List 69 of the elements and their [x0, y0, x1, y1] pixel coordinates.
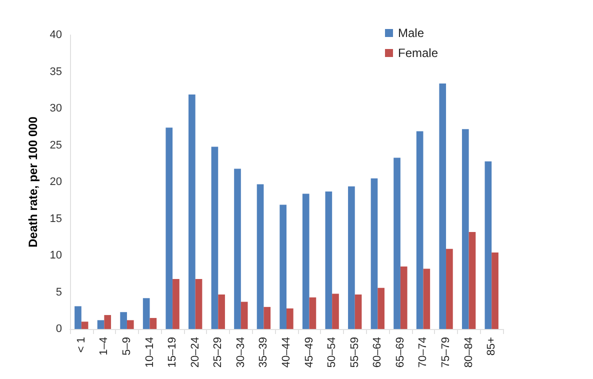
bar: [439, 84, 446, 329]
legend-label: Male: [398, 26, 424, 40]
y-axis-title: Death rate, per 100 000: [26, 116, 40, 248]
x-tick-label: 5–9: [120, 337, 133, 356]
bar: [74, 306, 82, 329]
bar: [218, 294, 225, 329]
bar: [97, 320, 104, 329]
x-tick-label: 50–54: [326, 337, 338, 368]
x-tick-label: 30–34: [234, 337, 247, 368]
bar: [332, 294, 339, 329]
bar: [423, 268, 430, 329]
bar: [81, 322, 88, 329]
bar: [120, 312, 127, 329]
y-tick-label: 0: [56, 323, 62, 335]
bar: [468, 232, 476, 329]
x-tick-label: 1–4: [98, 337, 110, 356]
x-tick-label: 75–79: [440, 337, 452, 368]
bar: [172, 279, 180, 329]
y-tick-label: 25: [50, 139, 62, 152]
bar: [188, 94, 196, 329]
bar: [325, 192, 332, 329]
y-tick-label: 10: [50, 250, 62, 262]
bar: [302, 194, 310, 329]
bar: [264, 306, 271, 329]
x-tick-label: 35–39: [258, 337, 270, 368]
bar: [484, 161, 492, 329]
bar: [195, 279, 202, 329]
bar: [309, 297, 316, 329]
x-tick-label: 25–29: [212, 337, 224, 368]
x-tick-label: 85+: [486, 337, 498, 356]
legend-label: Female: [398, 46, 438, 60]
bar: [354, 294, 362, 329]
x-tick-label: 55–59: [348, 337, 361, 368]
x-tick-label: 10–14: [144, 337, 156, 368]
bar: [240, 302, 248, 329]
x-tick-label: 60–64: [372, 337, 384, 368]
y-tick-label: 35: [50, 66, 62, 78]
x-tick-label: 70–74: [417, 337, 430, 368]
bar: [166, 128, 173, 329]
x-tick-label: 40–44: [280, 337, 292, 368]
bar: [378, 288, 384, 329]
x-tick-label: < 1: [75, 337, 88, 353]
bar: [370, 178, 378, 329]
bar: [394, 158, 400, 329]
y-tick-label: 15: [50, 212, 62, 225]
x-tick-label: 20–24: [189, 337, 202, 368]
bar: [446, 248, 453, 329]
bar: [234, 168, 241, 329]
bar: [286, 308, 294, 329]
bar: [150, 318, 157, 329]
y-tick-label: 20: [50, 176, 62, 188]
y-tick-label: 30: [50, 102, 62, 114]
x-tick-label: 45–49: [303, 337, 316, 368]
bar: [104, 315, 112, 329]
bar: [142, 298, 150, 329]
x-tick-label: 80–84: [462, 337, 475, 368]
bar: [492, 252, 498, 329]
bar: [462, 129, 469, 329]
x-tick-label: 65–69: [394, 337, 406, 368]
y-tick-label: 40: [50, 29, 62, 41]
bar: [280, 204, 286, 329]
bar: [416, 131, 424, 329]
y-tick-label: 5: [56, 286, 62, 298]
bar: [400, 266, 408, 329]
bar: [211, 146, 218, 329]
x-tick-label: 15–19: [166, 337, 179, 368]
bar: [348, 186, 355, 329]
bar: [126, 320, 134, 329]
bar: [256, 184, 264, 329]
